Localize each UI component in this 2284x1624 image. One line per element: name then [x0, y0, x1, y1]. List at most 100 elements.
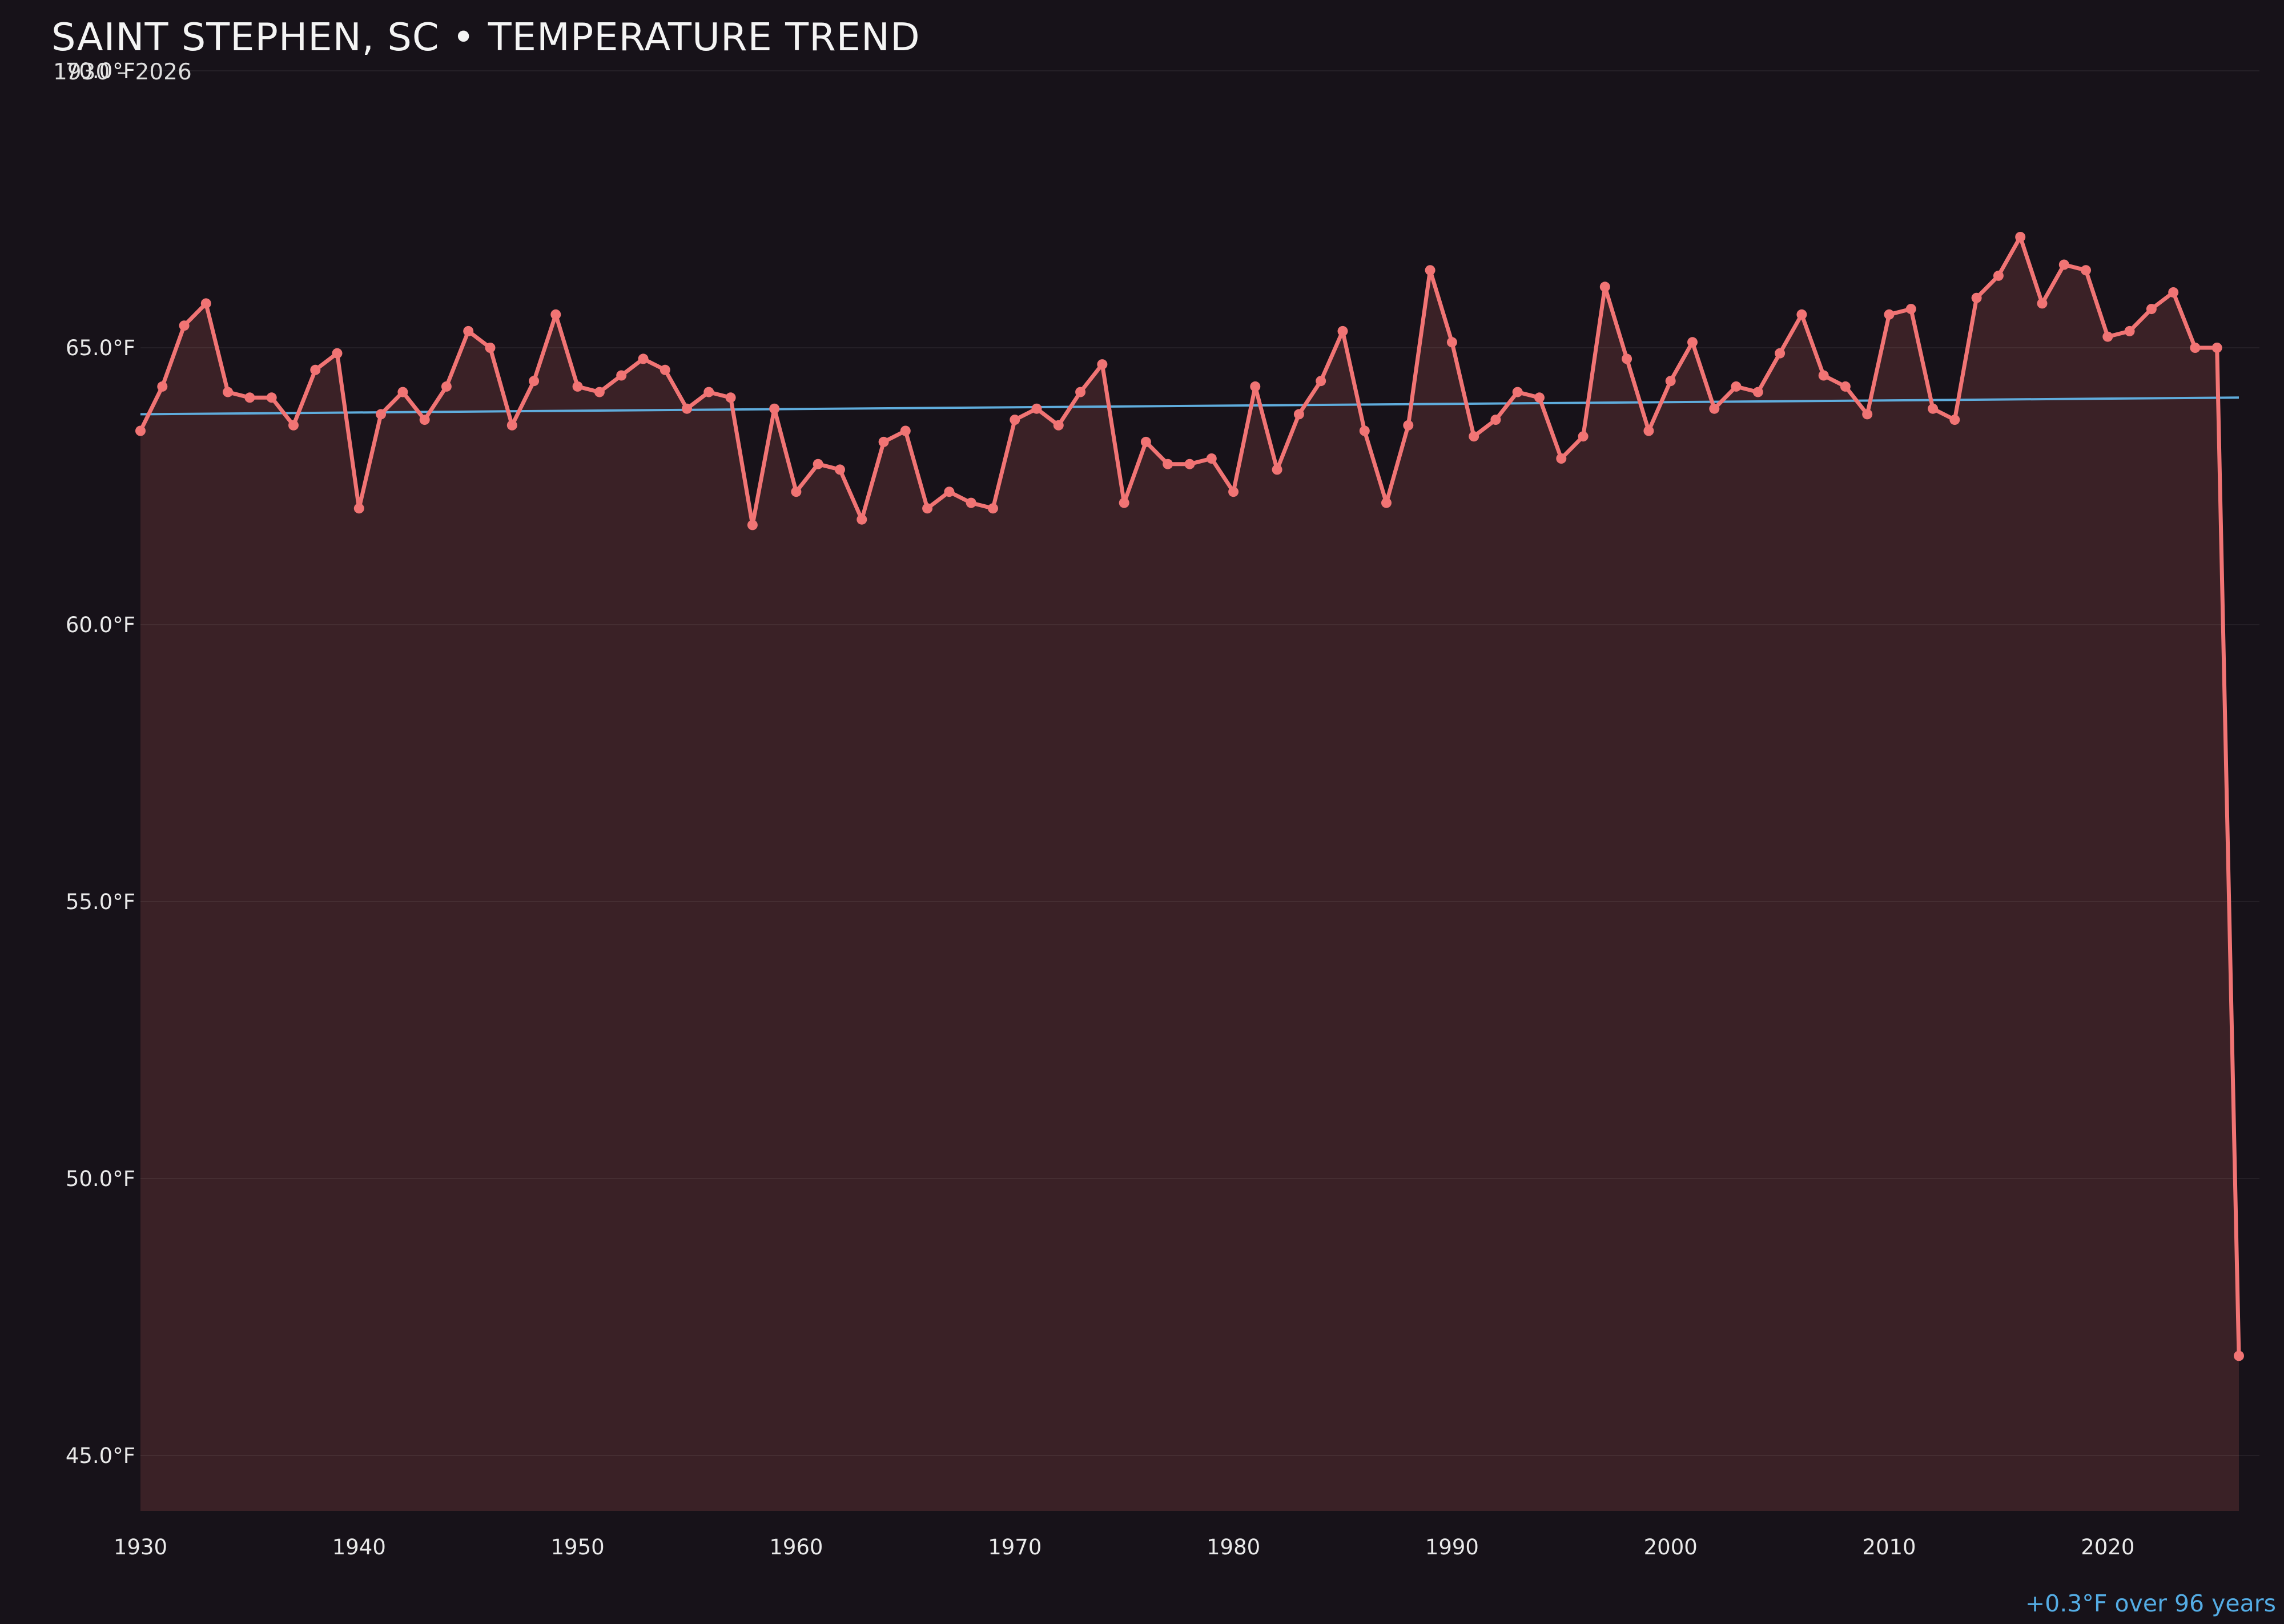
data-point [1905, 304, 1916, 315]
data-point [179, 320, 190, 331]
data-point [944, 487, 955, 497]
data-point [419, 415, 430, 425]
data-point [1184, 459, 1195, 469]
data-point [966, 497, 976, 508]
data-point [1097, 359, 1108, 370]
page-title: SAINT STEPHEN, SC • TEMPERATURE TREND [51, 15, 920, 59]
data-point [1359, 425, 1370, 436]
data-point [1425, 265, 1435, 276]
data-point [1163, 459, 1173, 469]
data-point [1446, 337, 1457, 348]
series-area-fill [140, 237, 2239, 1511]
x-tick-label: 1950 [551, 1535, 605, 1559]
data-point [223, 387, 234, 397]
x-tick-label: 2020 [2081, 1535, 2134, 1559]
trend-annotation: +0.3°F over 96 years [2025, 1590, 2276, 1617]
data-point [769, 403, 780, 414]
x-tick-label: 1960 [769, 1535, 823, 1559]
data-point [1272, 464, 1282, 475]
data-point [463, 325, 474, 336]
data-point [1665, 376, 1676, 387]
data-point [616, 370, 627, 381]
data-point [1250, 381, 1261, 392]
data-point [878, 436, 889, 447]
data-point [813, 459, 823, 469]
data-point [1031, 403, 1042, 414]
data-point [660, 364, 670, 375]
data-point [1228, 487, 1239, 497]
data-point [2058, 259, 2069, 270]
data-point [244, 392, 255, 403]
data-point [1337, 325, 1348, 336]
data-point [1840, 381, 1851, 392]
data-point [506, 420, 517, 431]
y-tick-label: 45.0°F [66, 1444, 135, 1468]
data-point [1469, 431, 1479, 442]
data-point [1928, 403, 1939, 414]
data-point [2015, 232, 2026, 242]
data-point [550, 309, 561, 320]
data-point [922, 503, 933, 514]
data-point [1053, 420, 1064, 431]
data-point [594, 387, 605, 397]
data-point [1556, 453, 1567, 464]
data-point [791, 487, 802, 497]
x-tick-label: 1930 [114, 1535, 167, 1559]
data-point [529, 376, 540, 387]
data-point [1752, 387, 1763, 397]
data-point [2211, 343, 2222, 353]
data-point [1599, 282, 1610, 292]
y-tick-label: 50.0°F [66, 1167, 135, 1191]
x-tick-label: 2000 [1644, 1535, 1698, 1559]
data-point [1403, 420, 1414, 431]
data-point [441, 381, 452, 392]
data-point [1993, 270, 2004, 281]
data-point [2146, 304, 2157, 315]
data-point [1796, 309, 1807, 320]
data-point [1010, 415, 1020, 425]
data-point [1971, 292, 1982, 303]
x-tick-label: 1970 [988, 1535, 1042, 1559]
data-point [485, 343, 496, 353]
data-point [1381, 497, 1392, 508]
data-point [397, 387, 408, 397]
x-tick-label: 1990 [1425, 1535, 1479, 1559]
data-point [856, 514, 867, 525]
x-tick-label: 2010 [1862, 1535, 1916, 1559]
data-point [1731, 381, 1742, 392]
data-point [703, 387, 714, 397]
data-point [1709, 403, 1720, 414]
data-point [135, 425, 146, 436]
data-point [332, 348, 343, 359]
data-point [1862, 409, 1873, 420]
data-point [310, 364, 321, 375]
data-point [1622, 353, 1632, 364]
y-tick-label: 55.0°F [66, 890, 135, 914]
data-point [1949, 415, 1960, 425]
data-point [2234, 1350, 2244, 1361]
data-point [1293, 409, 1304, 420]
data-point [900, 425, 911, 436]
data-point [747, 520, 758, 530]
data-point [1578, 431, 1589, 442]
x-tick-label: 1940 [332, 1535, 386, 1559]
data-point [2102, 331, 2113, 342]
data-point [376, 409, 387, 420]
data-point [157, 381, 168, 392]
data-point [2190, 343, 2201, 353]
data-point [1140, 436, 1151, 447]
data-point [572, 381, 583, 392]
data-point [2081, 265, 2091, 276]
data-point [638, 353, 649, 364]
y-tick-label: 65.0°F [66, 336, 135, 360]
data-point [1818, 370, 1829, 381]
data-point [2037, 298, 2048, 309]
data-point [1075, 387, 1086, 397]
trend-line [140, 396, 2239, 416]
data-point [1119, 497, 1129, 508]
data-point [288, 420, 299, 431]
data-point [1490, 415, 1501, 425]
y-tick-label: 70.0°F [66, 59, 135, 83]
